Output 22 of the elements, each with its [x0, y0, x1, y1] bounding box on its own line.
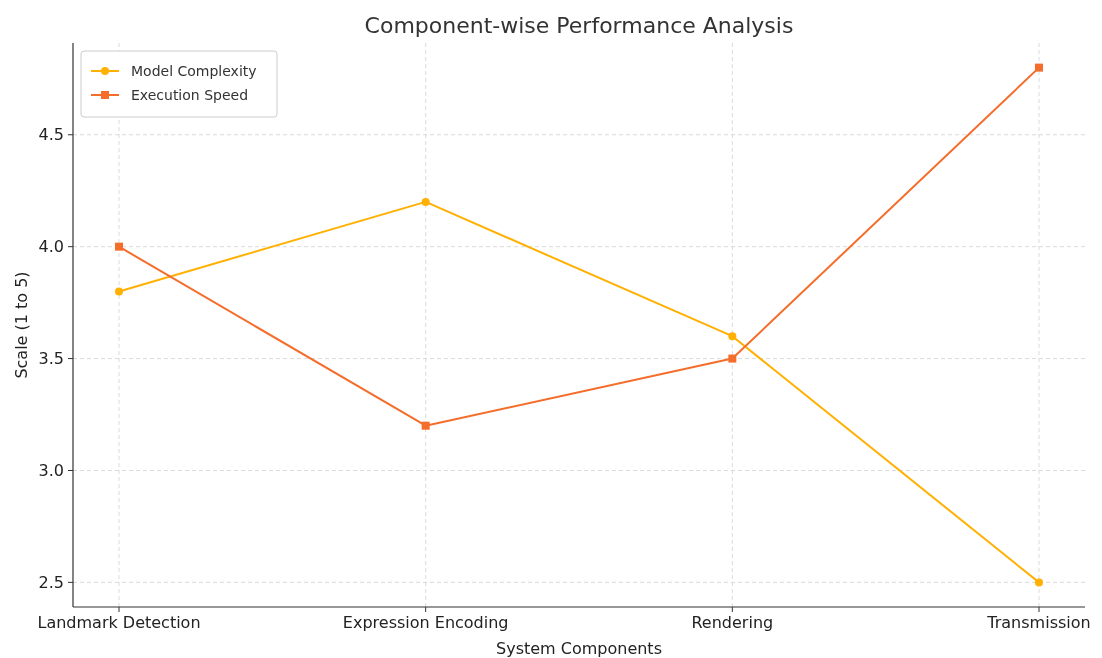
y-tick-label: 3.5: [38, 349, 64, 369]
legend-label: Model Complexity: [131, 62, 257, 79]
point: [421, 421, 430, 430]
point: [421, 197, 430, 206]
point: [1035, 63, 1043, 72]
legend-label: Execution Speed: [131, 86, 249, 103]
x-tick-label: Transmission: [986, 613, 1091, 632]
x-tick-label: Rendering: [691, 613, 774, 632]
point: [728, 332, 737, 341]
y-axis-title: Scale (1 to 5): [12, 271, 31, 379]
y-tick-label: 3.0: [38, 461, 64, 481]
y-tick-label: 4.5: [38, 125, 64, 145]
y-tick-label: 4.0: [38, 237, 64, 257]
x-axis-title: System Components: [496, 639, 662, 658]
y-tick-label: 2.5: [38, 572, 64, 592]
x-tick-label: Expression Encoding: [342, 613, 509, 632]
point: [728, 354, 737, 363]
chart-title: Component-wise Performance Analysis: [364, 13, 794, 38]
point: [115, 242, 123, 251]
point: [1035, 578, 1043, 587]
point: [115, 287, 123, 296]
x-tick-label: Landmark Detection: [37, 613, 201, 632]
